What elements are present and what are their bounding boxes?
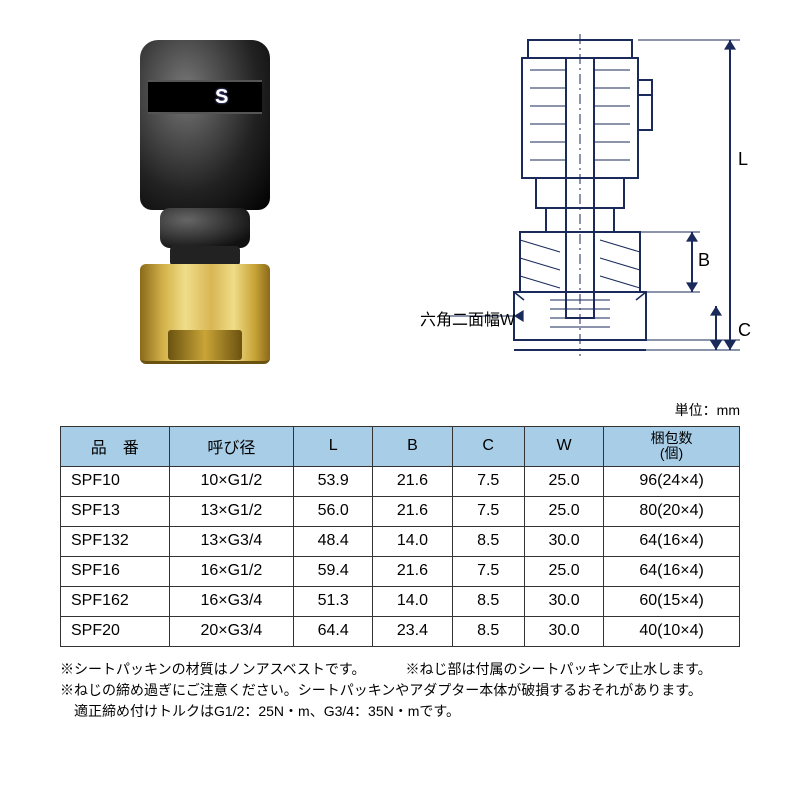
svg-text:L: L xyxy=(738,149,748,169)
table-cell: 25.0 xyxy=(524,496,603,526)
table-cell: 25.0 xyxy=(524,466,603,496)
table-cell: SPF10 xyxy=(61,466,170,496)
table-cell: 30.0 xyxy=(524,586,603,616)
fitting-mid-ring xyxy=(160,208,250,248)
hex-width-label: 六角二面幅W xyxy=(420,306,515,330)
note-3: 適正締め付けトルクはG1/2：25N・m、G3/4：35N・mです。 xyxy=(60,701,740,722)
table-row: SPF1010×G1/253.921.67.525.096(24×4) xyxy=(61,466,740,496)
fitting-label-band xyxy=(148,80,262,114)
table-cell: 30.0 xyxy=(524,616,603,646)
table-cell: 7.5 xyxy=(452,556,524,586)
note-2: ※ねじの締め過ぎにご注意ください。シートパッキンやアダプター本体が破損するおそれ… xyxy=(60,680,740,701)
table-cell: 60(15×4) xyxy=(604,586,740,616)
top-section: S 六角二面幅W L B C xyxy=(20,20,780,400)
fitting-neck xyxy=(170,246,240,266)
product-photo: S xyxy=(70,30,350,390)
col-header: B xyxy=(373,427,452,467)
fitting-brass-thread xyxy=(168,330,242,360)
table-cell: SPF132 xyxy=(61,526,170,556)
table-cell: 13×G1/2 xyxy=(169,496,293,526)
fitting-body-top xyxy=(140,40,270,210)
table-cell: 64.4 xyxy=(294,616,373,646)
footnotes: ※シートパッキンの材質はノンアスベストです。 ※ねじ部は付属のシートパッキンで止… xyxy=(60,659,740,722)
table-cell: 21.6 xyxy=(373,496,452,526)
svg-text:B: B xyxy=(698,250,710,270)
dimension-diagram: 六角二面幅W L B C xyxy=(420,20,760,380)
table-cell: 64(16×4) xyxy=(604,556,740,586)
table-cell: 25.0 xyxy=(524,556,603,586)
note-1b: ※ねじ部は付属のシートパッキンで止水します。 xyxy=(405,659,711,680)
table-cell: SPF16 xyxy=(61,556,170,586)
spec-table: 品 番呼び径LBCW梱包数(個) SPF1010×G1/253.921.67.5… xyxy=(60,426,740,647)
table-cell: 7.5 xyxy=(452,466,524,496)
col-header: L xyxy=(294,427,373,467)
table-cell: 14.0 xyxy=(373,586,452,616)
unit-label: 単位：mm xyxy=(20,400,740,420)
table-row: SPF1313×G1/256.021.67.525.080(20×4) xyxy=(61,496,740,526)
table-cell: 96(24×4) xyxy=(604,466,740,496)
table-row: SPF2020×G3/464.423.48.530.040(10×4) xyxy=(61,616,740,646)
table-row: SPF16216×G3/451.314.08.530.060(15×4) xyxy=(61,586,740,616)
table-cell: 8.5 xyxy=(452,616,524,646)
table-cell: 13×G3/4 xyxy=(169,526,293,556)
table-cell: 16×G3/4 xyxy=(169,586,293,616)
table-cell: 7.5 xyxy=(452,496,524,526)
table-cell: 30.0 xyxy=(524,526,603,556)
table-cell: 16×G1/2 xyxy=(169,556,293,586)
table-cell: SPF20 xyxy=(61,616,170,646)
table-cell: 59.4 xyxy=(294,556,373,586)
table-cell: 23.4 xyxy=(373,616,452,646)
table-cell: SPF162 xyxy=(61,586,170,616)
table-cell: 80(20×4) xyxy=(604,496,740,526)
col-header: 梱包数(個) xyxy=(604,427,740,467)
table-cell: SPF13 xyxy=(61,496,170,526)
table-cell: 21.6 xyxy=(373,556,452,586)
table-cell: 40(10×4) xyxy=(604,616,740,646)
table-row: SPF13213×G3/448.414.08.530.064(16×4) xyxy=(61,526,740,556)
col-header: 呼び径 xyxy=(169,427,293,467)
table-cell: 20×G3/4 xyxy=(169,616,293,646)
col-header: W xyxy=(524,427,603,467)
table-cell: 64(16×4) xyxy=(604,526,740,556)
table-cell: 56.0 xyxy=(294,496,373,526)
table-cell: 14.0 xyxy=(373,526,452,556)
table-cell: 21.6 xyxy=(373,466,452,496)
svg-text:C: C xyxy=(738,320,751,340)
table-cell: 8.5 xyxy=(452,526,524,556)
note-1a: ※シートパッキンの材質はノンアスベストです。 xyxy=(60,659,365,680)
table-cell: 8.5 xyxy=(452,586,524,616)
table-cell: 10×G1/2 xyxy=(169,466,293,496)
col-header: 品 番 xyxy=(61,427,170,467)
table-row: SPF1616×G1/259.421.67.525.064(16×4) xyxy=(61,556,740,586)
table-cell: 51.3 xyxy=(294,586,373,616)
col-header: C xyxy=(452,427,524,467)
product-badge-letter: S xyxy=(215,86,228,109)
table-cell: 48.4 xyxy=(294,526,373,556)
table-cell: 53.9 xyxy=(294,466,373,496)
